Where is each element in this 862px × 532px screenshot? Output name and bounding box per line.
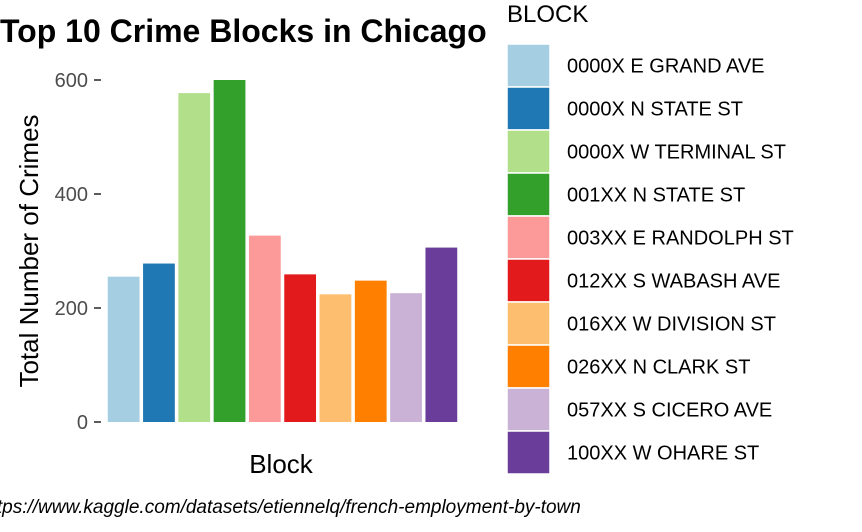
y-axis: 0 200 400 600 <box>55 70 101 434</box>
legend-label-012xx-s-wabash-ave: 012XX S WABASH AVE <box>567 271 780 293</box>
bar-026xx-n-clark-st <box>354 280 387 422</box>
legend-label-016xx-w-division-st: 016XX W DIVISION ST <box>567 314 776 336</box>
legend-key-003xx-e-randolph-st <box>506 215 551 260</box>
legend-key-016xx-w-division-st <box>506 301 551 346</box>
bars-group <box>107 80 458 423</box>
legend-key-026xx-n-clark-st <box>506 344 551 389</box>
legend-key-0000x-w-terminal-st <box>506 129 551 174</box>
legend-key-012xx-s-wabash-ave <box>506 258 551 303</box>
bar-0000x-n-state-st <box>143 263 175 422</box>
bar-001xx-n-state-st <box>213 80 246 422</box>
legend-label-0000x-w-terminal-st: 0000X W TERMINAL ST <box>567 142 786 164</box>
legend-label-001xx-n-state-st: 001XX N STATE ST <box>567 185 745 207</box>
y-tick-label-200: 200 <box>55 298 88 320</box>
legend-label-0000x-e-grand-ave: 0000X E GRAND AVE <box>567 56 765 78</box>
legend-label-026xx-n-clark-st: 026XX N CLARK ST <box>567 357 750 379</box>
legend-label-100xx-w-ohare-st: 100XX W OHARE ST <box>567 443 759 465</box>
legend: BLOCK 0000X E GRAND AVE 0000X N STATE ST 0… <box>506 1 794 475</box>
legend-key-057xx-s-cicero-ave <box>506 387 551 432</box>
chart-title: Top 10 Crime Blocks in Chicago <box>0 13 487 49</box>
y-tick-label-600: 600 <box>55 70 88 92</box>
legend-label-003xx-e-randolph-st: 003XX E RANDOLPH ST <box>567 228 794 250</box>
bar-100xx-w-ohare-st <box>425 247 458 422</box>
legend-label-0000x-n-state-st: 0000X N STATE ST <box>567 99 743 121</box>
y-tick-label-0: 0 <box>77 412 88 434</box>
bar-016xx-w-division-st <box>319 294 352 422</box>
bar-0000x-w-terminal-st <box>178 93 211 423</box>
bar-012xx-s-wabash-ave <box>284 274 317 422</box>
y-axis-title: Total Number of Crimes <box>14 114 44 387</box>
bar-0000x-e-grand-ave <box>107 276 140 422</box>
bar-057xx-s-cicero-ave <box>390 293 422 422</box>
legend-key-001xx-n-state-st <box>506 172 551 217</box>
chart-caption: https://www.kaggle.com/datasets/etiennel… <box>0 497 581 518</box>
legend-label-057xx-s-cicero-ave: 057XX S CICERO AVE <box>567 400 772 422</box>
legend-key-100xx-w-ohare-st <box>506 430 551 475</box>
y-tick-label-400: 400 <box>55 184 88 206</box>
legend-key-0000x-n-state-st <box>506 86 551 131</box>
bar-003xx-e-randolph-st <box>248 235 281 422</box>
legend-key-0000x-e-grand-ave <box>506 43 551 88</box>
legend-title: BLOCK <box>507 1 588 28</box>
x-axis-title: Block <box>249 449 314 479</box>
